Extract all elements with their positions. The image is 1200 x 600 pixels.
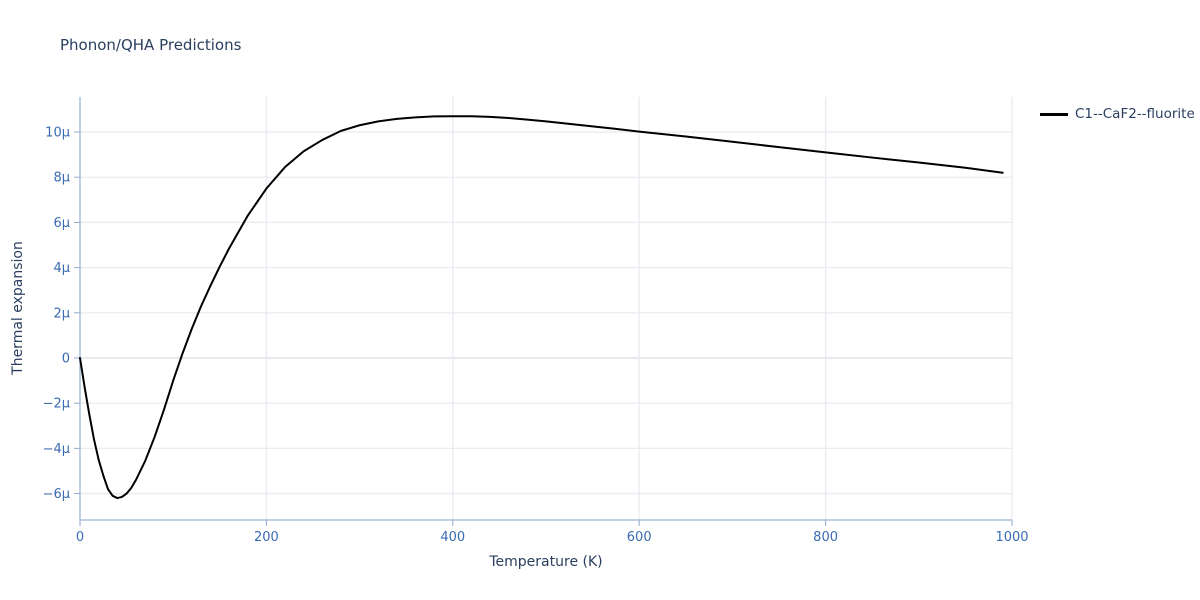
y-tick-label: −6µ bbox=[43, 487, 70, 502]
x-axis-title: Temperature (K) bbox=[489, 554, 603, 570]
x-tick-label: 1000 bbox=[995, 530, 1028, 545]
y-tick-label: 6µ bbox=[53, 216, 70, 231]
legend[interactable]: C1--CaF2--fluorite bbox=[1040, 106, 1195, 122]
x-tick-label: 200 bbox=[254, 530, 279, 545]
y-axis-title: Thermal expansion bbox=[10, 241, 26, 375]
x-tick-label: 800 bbox=[813, 530, 838, 545]
y-tick-label: 2µ bbox=[53, 306, 70, 321]
legend-series-label: C1--CaF2--fluorite bbox=[1075, 106, 1195, 122]
legend-line-swatch bbox=[1040, 112, 1068, 116]
y-tick-label: 4µ bbox=[53, 261, 70, 276]
series-line bbox=[79, 115, 1004, 500]
y-tick-label: −2µ bbox=[43, 397, 70, 412]
x-tick-label: 0 bbox=[76, 530, 84, 545]
y-tick-label: 10µ bbox=[45, 126, 70, 141]
x-tick-label: 400 bbox=[440, 530, 465, 545]
y-tick-label: −4µ bbox=[43, 442, 70, 457]
x-tick-label: 600 bbox=[627, 530, 652, 545]
y-tick-label: 8µ bbox=[53, 171, 70, 186]
chart-title: Phonon/QHA Predictions bbox=[60, 36, 242, 54]
y-tick-label: 0 bbox=[62, 351, 70, 366]
